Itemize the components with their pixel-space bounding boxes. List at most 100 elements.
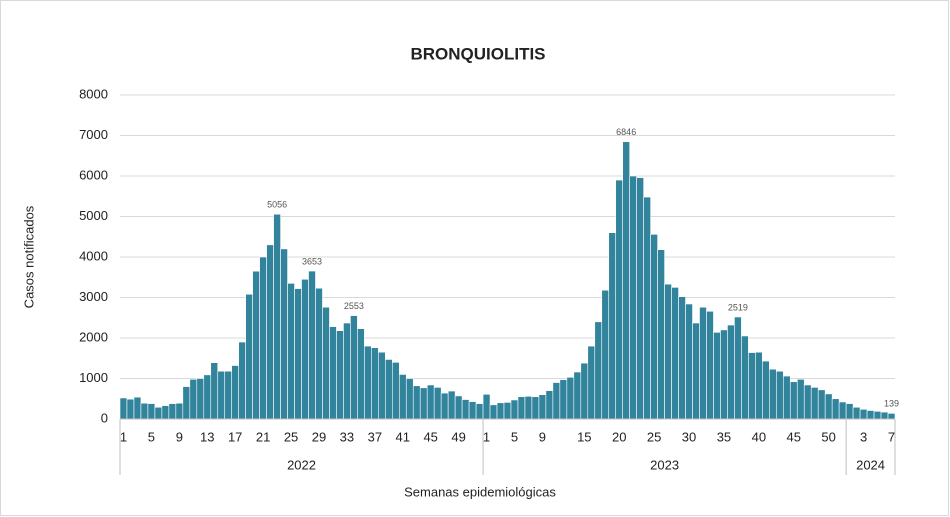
bar bbox=[182, 386, 191, 420]
bar bbox=[315, 287, 323, 420]
y-tick-label: 7000 bbox=[79, 127, 108, 142]
x-tick-label: 20 bbox=[612, 429, 626, 444]
bar bbox=[154, 406, 163, 420]
bar bbox=[189, 379, 198, 420]
bar bbox=[161, 405, 170, 420]
chart-title: BRONQUIOLITIS bbox=[410, 44, 545, 63]
bar bbox=[468, 401, 477, 420]
x-tick-label: 3 bbox=[860, 429, 867, 444]
x-tick-label: 17 bbox=[228, 429, 242, 444]
bar bbox=[573, 371, 582, 420]
x-tick-label: 35 bbox=[717, 429, 731, 444]
bar bbox=[378, 351, 386, 420]
bar bbox=[880, 411, 889, 420]
x-tick-label: 33 bbox=[340, 429, 354, 444]
bar bbox=[454, 395, 463, 420]
y-tick-label: 8000 bbox=[79, 86, 108, 101]
bar bbox=[755, 351, 763, 420]
bar bbox=[552, 382, 561, 420]
x-tick-label: 45 bbox=[787, 429, 801, 444]
data-label: 2519 bbox=[728, 302, 748, 312]
x-tick-label: 9 bbox=[539, 429, 546, 444]
group-label: 2022 bbox=[287, 457, 316, 472]
bar bbox=[350, 315, 358, 420]
x-tick-label: 13 bbox=[200, 429, 214, 444]
bar bbox=[776, 370, 784, 420]
bar bbox=[538, 394, 547, 420]
bar bbox=[734, 316, 742, 420]
x-tick-label: 1 bbox=[120, 429, 127, 444]
bar bbox=[824, 393, 833, 420]
bar bbox=[671, 287, 679, 420]
bar bbox=[566, 376, 575, 420]
bar bbox=[322, 306, 330, 420]
bar bbox=[699, 306, 707, 420]
bar bbox=[866, 410, 875, 420]
y-tick-label: 0 bbox=[101, 410, 108, 425]
bar bbox=[580, 362, 589, 420]
bar bbox=[259, 256, 267, 420]
bar bbox=[720, 329, 728, 420]
bar bbox=[447, 390, 456, 420]
data-label: 6846 bbox=[616, 127, 636, 137]
y-tick-label: 3000 bbox=[79, 289, 108, 304]
y-tick-label: 2000 bbox=[79, 329, 108, 344]
bar bbox=[245, 293, 253, 420]
x-tick-label: 40 bbox=[752, 429, 766, 444]
bar bbox=[210, 362, 219, 420]
bar bbox=[838, 401, 847, 420]
bar bbox=[371, 347, 379, 420]
x-tick-label: 37 bbox=[368, 429, 382, 444]
bar bbox=[762, 360, 770, 420]
bar bbox=[412, 385, 421, 420]
bar bbox=[196, 378, 205, 420]
bar bbox=[748, 352, 756, 420]
data-label: 139 bbox=[884, 399, 899, 409]
bar bbox=[426, 384, 435, 420]
bar bbox=[643, 196, 651, 420]
bar bbox=[273, 213, 281, 420]
bar bbox=[741, 335, 749, 420]
bar bbox=[140, 402, 149, 420]
bar bbox=[440, 392, 449, 420]
bar bbox=[657, 249, 665, 420]
x-tick-label: 21 bbox=[256, 429, 270, 444]
bar bbox=[133, 396, 142, 420]
bar bbox=[419, 387, 428, 420]
bar bbox=[301, 278, 309, 420]
x-axis-label: Semanas epidemiológicas bbox=[404, 484, 556, 499]
bar bbox=[461, 399, 470, 420]
x-tick-label: 49 bbox=[451, 429, 465, 444]
bar bbox=[727, 324, 735, 420]
x-tick-label: 25 bbox=[647, 429, 661, 444]
bar bbox=[559, 379, 568, 420]
bar bbox=[531, 396, 540, 420]
bar bbox=[357, 328, 365, 420]
x-tick-label: 5 bbox=[511, 429, 518, 444]
bar bbox=[119, 397, 128, 420]
bar bbox=[252, 270, 260, 420]
bar bbox=[238, 341, 246, 420]
group-label: 2023 bbox=[650, 457, 679, 472]
bar bbox=[503, 402, 512, 420]
y-tick-label: 1000 bbox=[79, 370, 108, 385]
data-label: 3653 bbox=[302, 256, 322, 266]
bar bbox=[803, 384, 812, 420]
bar bbox=[147, 403, 156, 420]
bar bbox=[391, 361, 400, 420]
bar bbox=[601, 289, 610, 420]
bar bbox=[475, 403, 484, 420]
bar bbox=[629, 175, 637, 420]
bar bbox=[482, 393, 491, 420]
bar bbox=[608, 232, 617, 420]
bar bbox=[266, 244, 274, 420]
bar bbox=[280, 248, 288, 420]
bar bbox=[615, 179, 624, 420]
x-tick-label: 7 bbox=[888, 429, 895, 444]
bar bbox=[789, 381, 798, 420]
bar bbox=[622, 141, 630, 420]
bar bbox=[517, 396, 526, 420]
bar bbox=[126, 398, 135, 420]
